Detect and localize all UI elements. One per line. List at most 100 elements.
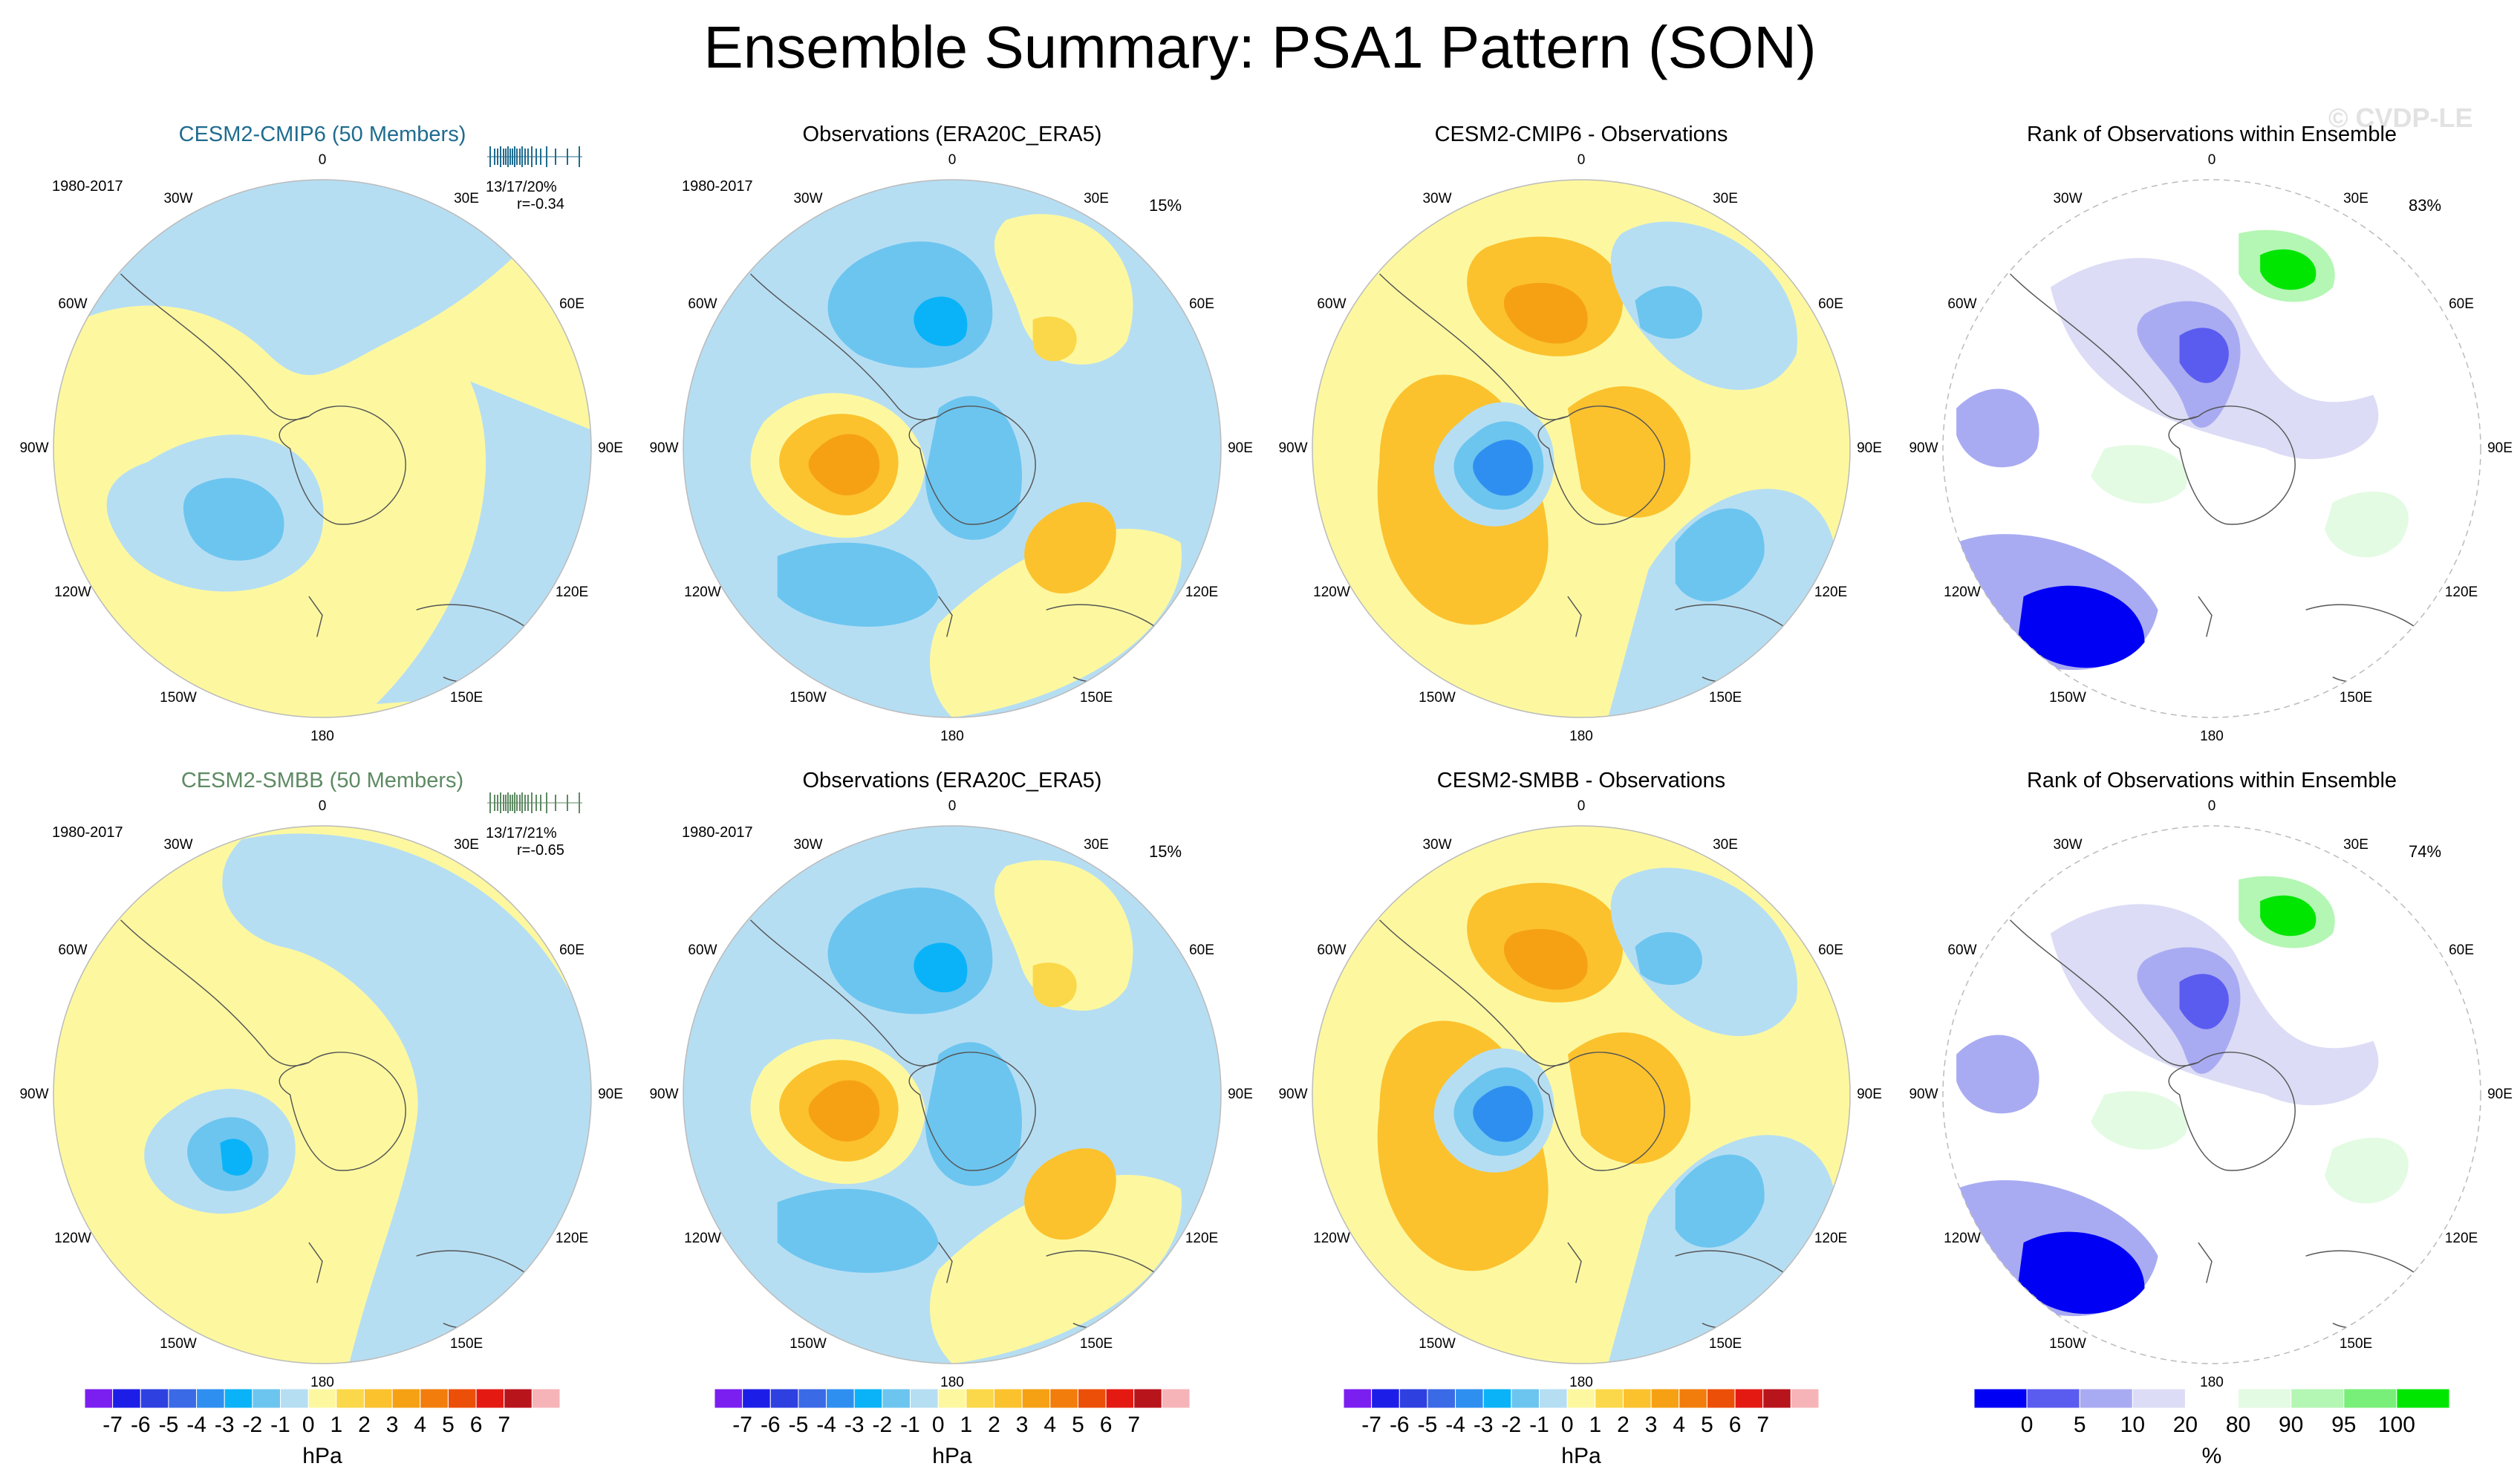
negative-ne-core bbox=[1635, 286, 1702, 339]
colorbar-swatch bbox=[140, 1389, 169, 1409]
positive-north-core bbox=[1503, 928, 1588, 990]
longitude-label: 30W bbox=[2053, 190, 2083, 206]
longitude-label: 120E bbox=[555, 1231, 589, 1246]
ensemble-stat: 13/17/21% bbox=[486, 825, 557, 841]
colorbar-label: 5 bbox=[442, 1413, 455, 1437]
polar-map bbox=[1312, 179, 1851, 718]
longitude-label: 60E bbox=[2449, 296, 2474, 312]
rank-green-east bbox=[2325, 491, 2409, 558]
ensemble-stat: 13/17/20% bbox=[486, 179, 557, 195]
longitude-label: 120W bbox=[1313, 1231, 1350, 1246]
negative-se-core bbox=[1675, 508, 1765, 602]
longitude-label: 60E bbox=[1818, 296, 1843, 312]
colorbar-swatch bbox=[826, 1389, 855, 1409]
longitude-label: 60W bbox=[1947, 296, 1977, 312]
period-label: 1980-2017 bbox=[52, 178, 123, 195]
member-tick-strip bbox=[487, 146, 582, 167]
longitude-label: 120E bbox=[2444, 584, 2478, 600]
colorbar-swatch bbox=[1973, 1389, 2028, 1409]
colorbar-swatch bbox=[769, 1389, 799, 1409]
colorbar-swatch bbox=[1077, 1389, 1107, 1409]
colorbar-label: -2 bbox=[1502, 1413, 1522, 1437]
negative-pacific-core bbox=[1473, 440, 1533, 496]
longitude-label: 60W bbox=[688, 942, 717, 958]
panel-title: Rank of Observations within Ensemble bbox=[2026, 123, 2397, 146]
colorbar-swatch bbox=[937, 1389, 967, 1409]
longitude-label: 60W bbox=[1947, 942, 1977, 958]
colorbar-swatch bbox=[1133, 1389, 1162, 1409]
pacific-low-core bbox=[183, 478, 284, 561]
colorbar-label: 2 bbox=[358, 1413, 371, 1437]
colorbar-swatch bbox=[1049, 1389, 1078, 1409]
longitude-label: 60E bbox=[559, 942, 585, 958]
panel-title: Rank of Observations within Ensemble bbox=[2026, 769, 2397, 792]
colorbar-label: -2 bbox=[243, 1413, 263, 1437]
longitude-label: 60W bbox=[58, 296, 88, 312]
longitude-label: 150W bbox=[2049, 1336, 2086, 1352]
colorbar-hpa-3: -7 -6 -5 -4 -3 -2 -1 0 1 2 3 4 5 6 7 hPa bbox=[1343, 1389, 1820, 1468]
colorbar-swatch bbox=[1511, 1389, 1540, 1409]
colorbar-rank: 0 5 10 20 80 90 95 100% bbox=[1973, 1389, 2450, 1468]
longitude-label: 120E bbox=[555, 584, 589, 600]
longitude-label: 30W bbox=[1422, 836, 1452, 853]
longitude-label: 90W bbox=[1909, 440, 1938, 456]
negative-se-core bbox=[1675, 1154, 1765, 1248]
panel-title: Observations (ERA20C_ERA5) bbox=[802, 769, 1102, 792]
colorbar-swatch bbox=[1706, 1389, 1736, 1409]
positive-ne-core bbox=[1032, 963, 1077, 1008]
colorbar-swatch bbox=[1566, 1389, 1596, 1409]
atlantic-low-core bbox=[914, 296, 968, 347]
rank-green-core bbox=[2260, 895, 2316, 937]
longitude-label: 90W bbox=[19, 440, 49, 456]
pattern-correlation: r=-0.34 bbox=[517, 196, 564, 212]
south-pacific-negative bbox=[777, 1188, 939, 1273]
negative-se bbox=[1608, 1135, 1837, 1364]
colorbar-swatch bbox=[1595, 1389, 1624, 1409]
colorbar-swatch bbox=[168, 1389, 198, 1409]
percent-label: 15% bbox=[1149, 196, 1182, 215]
colorbar-label: 7 bbox=[1127, 1413, 1140, 1437]
longitude-label: 30E bbox=[1713, 190, 1738, 206]
colorbar-label: 90 bbox=[2279, 1413, 2303, 1437]
longitude-label: 150W bbox=[2049, 690, 2086, 706]
high-lat-negative bbox=[67, 180, 524, 375]
longitude-label: 0 bbox=[1577, 152, 1586, 168]
member-tick-strip bbox=[487, 792, 582, 813]
colorbar-swatch bbox=[1105, 1389, 1135, 1409]
south-pacific-negative bbox=[777, 542, 939, 627]
longitude-label: 30E bbox=[454, 836, 479, 853]
longitude-label: 150W bbox=[160, 690, 197, 706]
longitude-label: 60W bbox=[1317, 942, 1347, 958]
percent-label: 83% bbox=[2409, 196, 2442, 215]
panel-title: CESM2-CMIP6 - Observations bbox=[1434, 123, 1728, 146]
colorbar-swatch bbox=[1021, 1389, 1051, 1409]
longitude-label: 90W bbox=[1278, 1087, 1308, 1102]
longitude-label: 180 bbox=[2200, 729, 2224, 744]
rank-west bbox=[1956, 1035, 2039, 1114]
colorbar-swatch bbox=[504, 1389, 533, 1409]
longitude-label: 180 bbox=[1569, 729, 1593, 744]
east-negative bbox=[222, 833, 591, 1364]
pattern-correlation: r=-0.65 bbox=[517, 842, 564, 859]
figure-title: Ensemble Summary: PSA1 Pattern (SON) bbox=[703, 14, 1817, 80]
colorbar-swatch bbox=[910, 1389, 939, 1409]
longitude-label: 120W bbox=[1944, 1231, 1981, 1246]
period-label: 1980-2017 bbox=[682, 824, 753, 841]
colorbar-units: hPa bbox=[302, 1444, 342, 1468]
longitude-label: 90W bbox=[19, 1087, 49, 1102]
longitude-label: 0 bbox=[318, 798, 327, 814]
longitude-label: 150W bbox=[1419, 690, 1456, 706]
longitude-label: 0 bbox=[318, 152, 327, 168]
rank-south-core bbox=[2018, 585, 2145, 668]
colorbar-swatch bbox=[1762, 1389, 1791, 1409]
polar-map bbox=[1942, 825, 2481, 1364]
colorbar-label: 20 bbox=[2173, 1413, 2198, 1437]
colorbar-label: -3 bbox=[1474, 1413, 1494, 1437]
polar-map bbox=[53, 179, 592, 718]
negative-ne-core bbox=[1635, 932, 1702, 986]
colorbar-label: -7 bbox=[732, 1413, 752, 1437]
colorbar-swatch bbox=[1399, 1389, 1428, 1409]
colorbar-swatch bbox=[280, 1389, 309, 1409]
longitude-label: 120E bbox=[1185, 584, 1219, 600]
longitude-label: 120W bbox=[54, 584, 91, 600]
